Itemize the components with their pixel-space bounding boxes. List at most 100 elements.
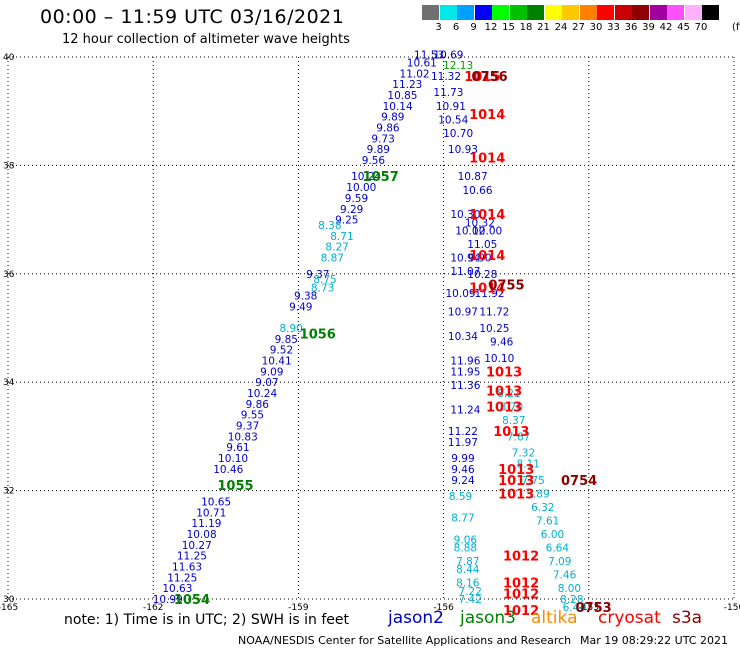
scale-swatch xyxy=(474,5,492,20)
wave-height-point: 8.27 xyxy=(325,242,348,254)
track-time-label: 1013 xyxy=(486,384,522,399)
satellite-s3a: s3a xyxy=(672,608,703,628)
x-tick-label: -153 xyxy=(579,603,599,613)
wave-height-point: 6.64 xyxy=(546,543,570,555)
wave-height-point: 11.96 xyxy=(450,356,480,368)
x-tick-label: -165 xyxy=(0,603,18,613)
wave-height-point: 11.05 xyxy=(467,239,497,251)
track-time-label: 1014 xyxy=(469,108,505,123)
satellite-altika: altika xyxy=(531,608,578,628)
wave-height-point: 10.97 xyxy=(448,307,478,319)
wave-height-point: 8.70 xyxy=(500,402,523,414)
generated-timestamp: Mar 19 08:29:22 UTC 2021 xyxy=(580,634,728,647)
wave-height-point: 10.99 xyxy=(153,594,183,606)
wave-height-point: 11.73 xyxy=(433,87,463,99)
wave-height-point: 11.32 xyxy=(431,71,461,83)
wave-height-point: 9.06 xyxy=(454,534,478,546)
wave-height-point: 10.27 xyxy=(182,540,212,552)
wave-height-point: 10.93 xyxy=(448,144,478,156)
x-tick-label: -150 xyxy=(724,603,740,613)
wave-height-point: 9.52 xyxy=(270,345,293,357)
wave-height-point: 8.75 xyxy=(313,274,336,286)
wave-height-point: 10.24 xyxy=(351,171,381,183)
x-tick-label: -156 xyxy=(433,603,454,613)
y-tick-label: 38 xyxy=(3,161,15,171)
scale-swatch xyxy=(614,5,632,20)
wave-height-point: 7.32 xyxy=(512,448,535,460)
wave-height-point: 10.08 xyxy=(187,529,217,541)
scale-swatch xyxy=(562,5,579,20)
wave-height-point: 9.37 xyxy=(306,269,329,281)
wave-height-point: 10.32 xyxy=(465,217,495,229)
scale-label: 33 xyxy=(607,22,620,33)
wave-height-point: 9.46 xyxy=(490,337,514,349)
wave-height-point: 10.54 xyxy=(438,114,468,126)
wave-height-point: 8.73 xyxy=(311,282,334,294)
wave-height-point: 9.09 xyxy=(260,366,283,378)
track-time-label: 0753 xyxy=(576,601,612,616)
scale-label: 9 xyxy=(470,22,477,33)
wave-height-point: 7.87 xyxy=(456,556,479,568)
wave-height-point: 8.16 xyxy=(456,578,480,590)
scale-label: 30 xyxy=(589,22,603,33)
scale-label: 24 xyxy=(554,22,568,33)
scale-swatch xyxy=(422,5,439,20)
wave-height-point: 8.38 xyxy=(318,220,341,232)
wave-height-point: 11.53 xyxy=(414,49,444,61)
wave-height-point: 10.69 xyxy=(433,49,463,61)
wave-height-point: 11.07 xyxy=(450,266,480,278)
wave-height-point: 11.72 xyxy=(479,307,509,319)
wave-height-point: 11.02 xyxy=(400,68,430,80)
track-time-label: 1013 xyxy=(493,425,529,440)
wave-height-point: 10.94 xyxy=(450,253,480,265)
wave-height-point: 9.89 xyxy=(381,112,404,124)
wave-height-point: 10.41 xyxy=(262,356,292,368)
wave-height-point: 10.70 xyxy=(443,128,473,140)
wave-height-point: 8.90 xyxy=(279,323,302,335)
wave-height-point: 11.24 xyxy=(450,404,480,416)
wave-height-point: 10.61 xyxy=(407,57,437,69)
wave-height-point: 10.87 xyxy=(458,171,488,183)
scale-label: 36 xyxy=(624,22,638,33)
track-time-label: 1014 xyxy=(469,249,505,264)
wave-height-point: 10.10 xyxy=(484,353,514,365)
wave-height-point: 10.02 xyxy=(455,225,485,237)
track-time-label: 1015 xyxy=(464,70,500,85)
wave-height-point: 8.21 xyxy=(497,388,520,400)
wave-height-point: 11.23 xyxy=(392,79,422,91)
wave-height-point: 10.24 xyxy=(247,388,277,400)
scale-label: 39 xyxy=(642,22,655,33)
wave-height-point: 7.22 xyxy=(459,586,482,598)
scale-swatch xyxy=(649,5,667,20)
wave-height-point: 9.07 xyxy=(255,377,278,389)
track-time-label: 1055 xyxy=(217,479,253,494)
x-tick-label: -162 xyxy=(143,603,163,613)
scale-swatch xyxy=(527,5,544,20)
wave-height-point: 10.71 xyxy=(196,507,226,519)
wave-height-point: 9.29 xyxy=(340,204,363,216)
scale-label: 18 xyxy=(519,22,533,33)
wave-height-point: 10.91 xyxy=(436,101,466,113)
wave-height-point: 9.90 xyxy=(468,253,491,265)
track-time-label: 1014 xyxy=(469,281,505,296)
scale-swatch xyxy=(684,5,702,20)
track-time-label: 1057 xyxy=(363,170,399,185)
wave-height-point: 10.25 xyxy=(479,323,509,335)
wave-height-point: 8.71 xyxy=(330,231,353,243)
scale-swatch xyxy=(439,5,457,20)
y-tick-label: 30 xyxy=(3,595,15,605)
wave-height-point: 10.09 xyxy=(446,288,476,300)
wave-height-point: 10.30 xyxy=(450,209,480,221)
track-time-label: 1012 xyxy=(503,577,539,592)
wave-height-point: 10.00 xyxy=(346,182,376,194)
wave-height-point: 9.49 xyxy=(289,301,312,313)
wave-height-point: 8.11 xyxy=(517,459,540,471)
wave-height-point: 9.99 xyxy=(451,453,474,465)
satellite-cryosat: cryosat xyxy=(598,608,661,628)
chart-subtitle: 12 hour collection of altimeter wave hei… xyxy=(62,32,350,47)
y-tick-label: 36 xyxy=(3,270,15,280)
wave-height-point: 10.14 xyxy=(383,101,413,113)
scale-swatch xyxy=(457,5,474,20)
track-time-label: 1013 xyxy=(486,365,522,380)
